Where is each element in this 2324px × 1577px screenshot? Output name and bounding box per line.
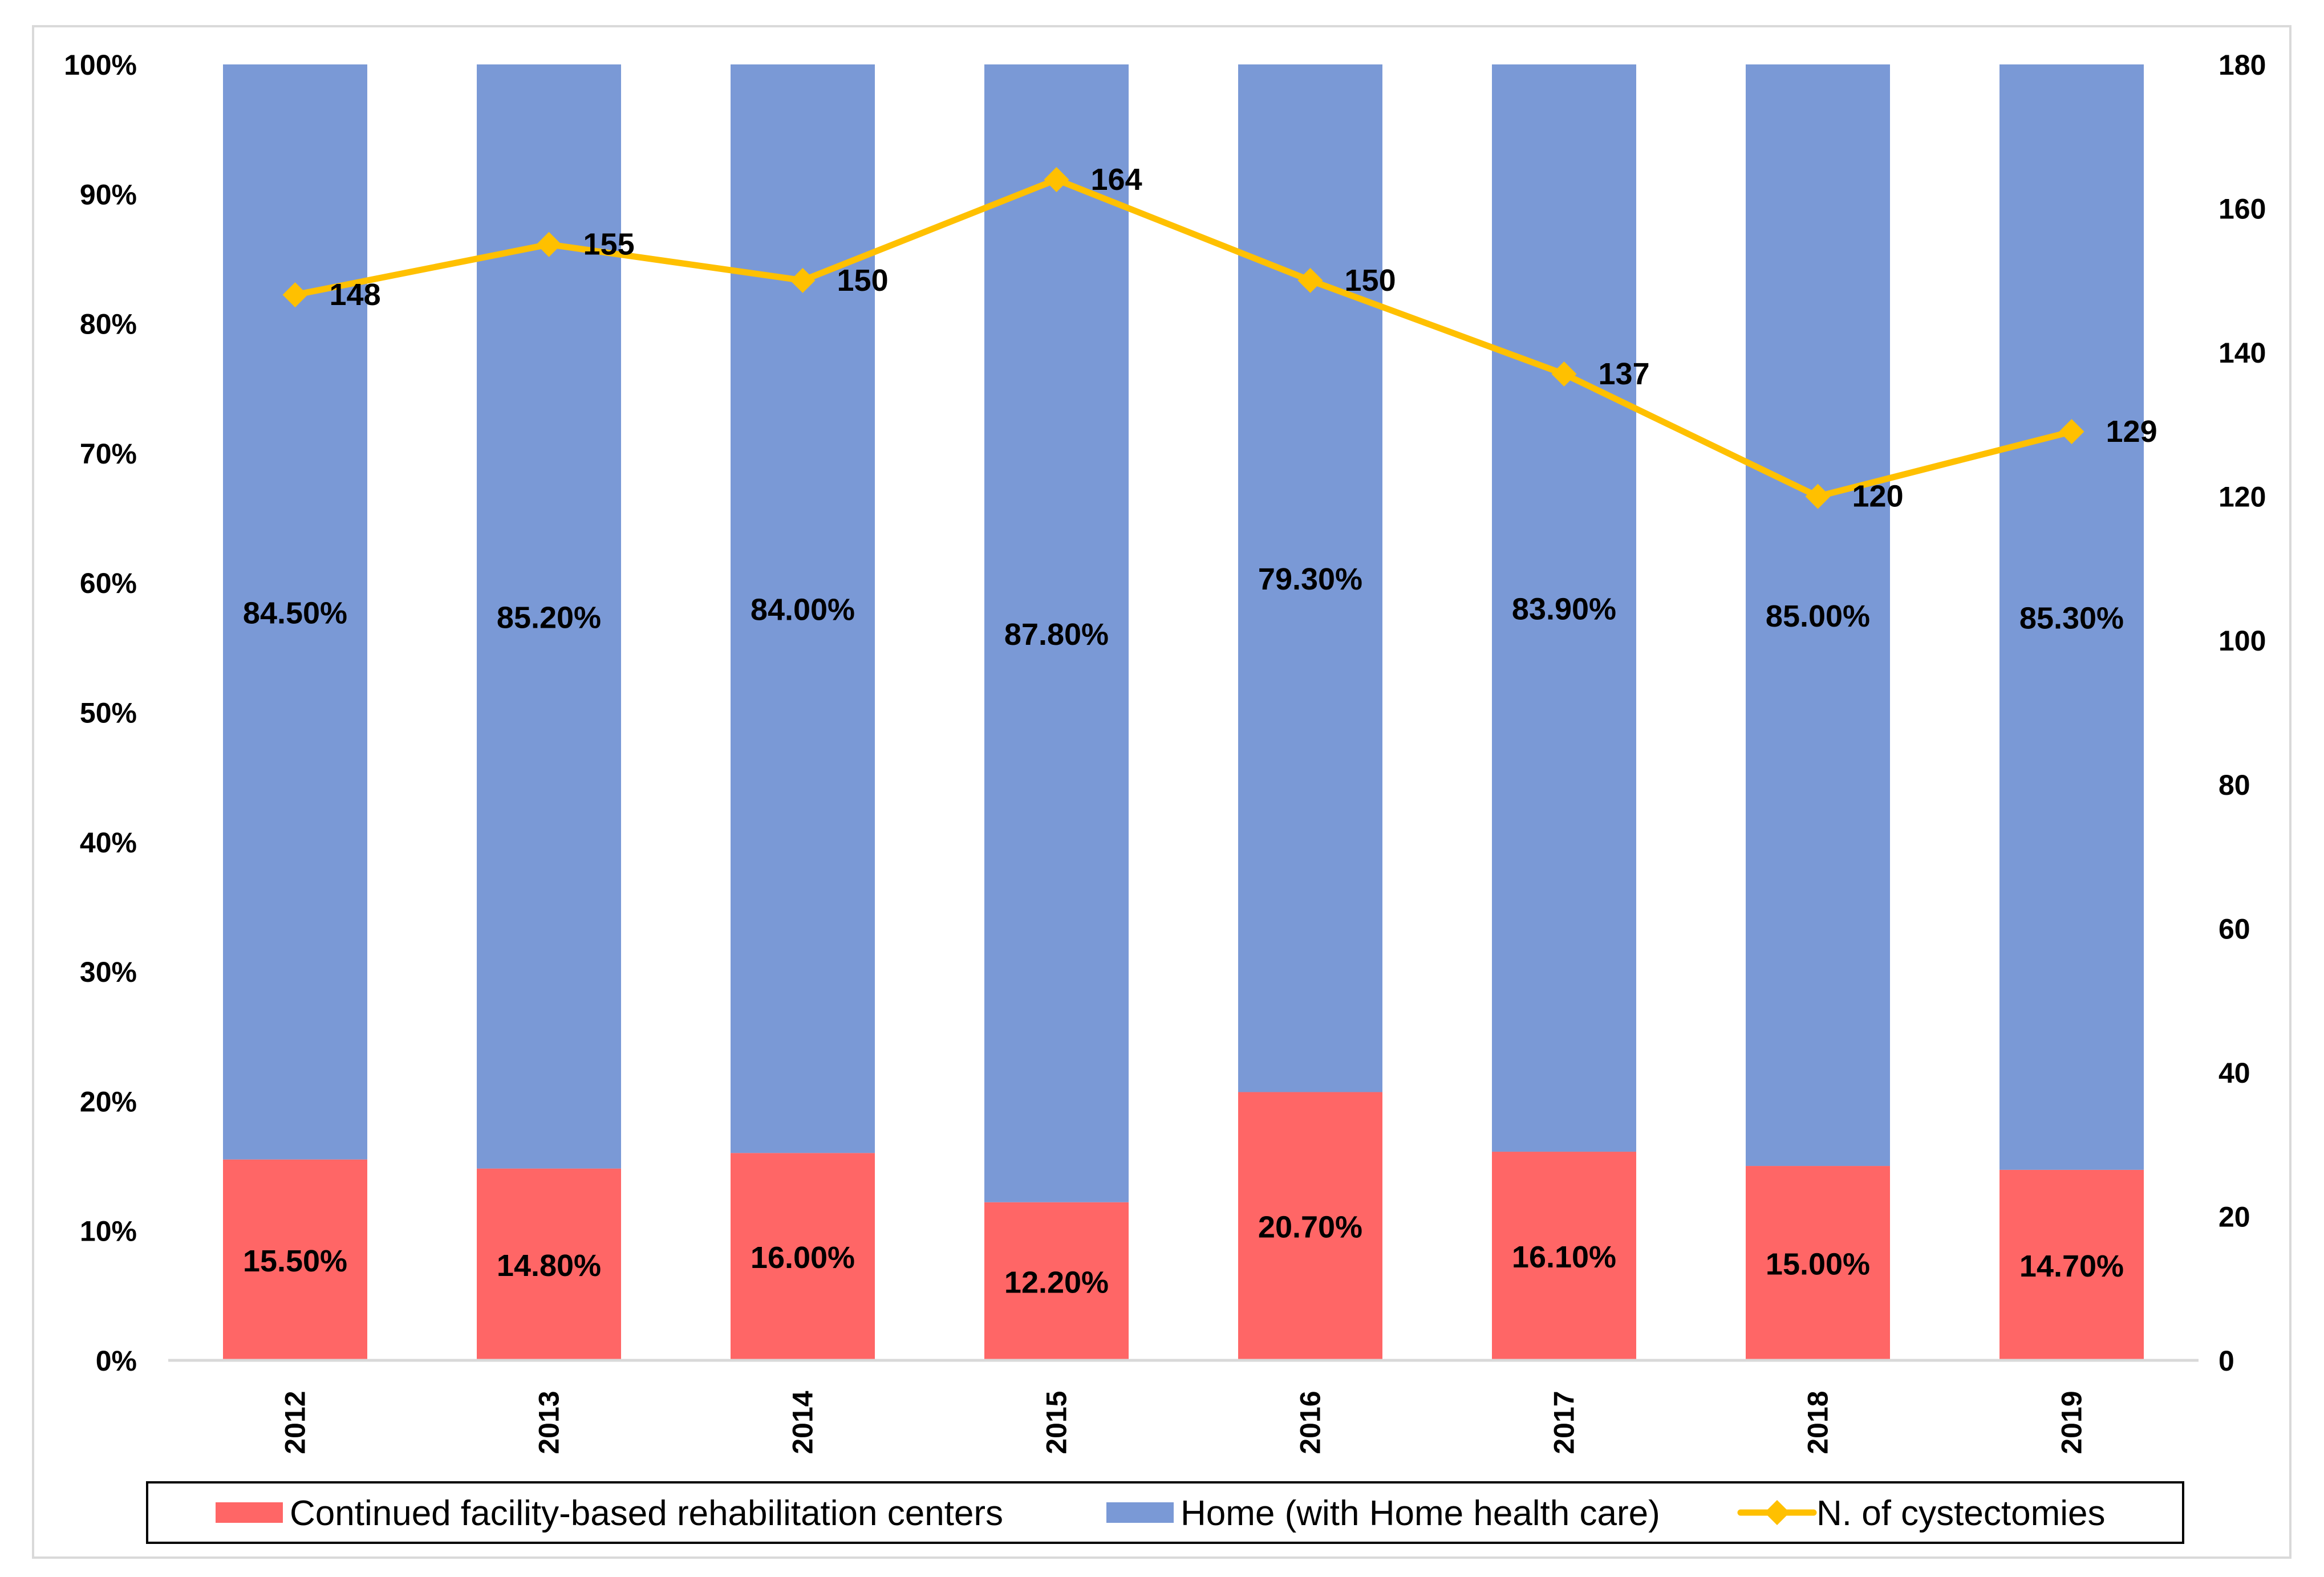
bar-rehab-segment	[1238, 1092, 1382, 1360]
legend-swatch-cystectomies-marker	[1765, 1500, 1790, 1525]
cystectomies-data-label: 155	[583, 227, 635, 262]
cystectomies-point	[282, 282, 308, 308]
cystectomies-point	[2059, 419, 2084, 445]
left-axis-tick-label: 30%	[80, 956, 137, 988]
bar-rehab-data-label: 16.10%	[1512, 1240, 1616, 1274]
bar-rehab-data-label: 20.70%	[1258, 1210, 1362, 1245]
bar-home-data-label: 84.50%	[243, 596, 347, 630]
bar-home-segment	[223, 64, 367, 1160]
bar-rehab-segment	[1746, 1166, 1890, 1360]
left-axis-tick-label: 20%	[80, 1086, 137, 1117]
bar-home-segment	[731, 64, 875, 1153]
right-axis-tick-label: 140	[2218, 337, 2266, 369]
bar-home-segment	[1238, 64, 1382, 1092]
bar-home-data-label: 83.90%	[1512, 592, 1616, 627]
bar-rehab-data-label: 15.00%	[1766, 1247, 1870, 1282]
legend-label-rehab: Continued facility-based rehabilitation …	[290, 1494, 1003, 1533]
legend-swatch-rehab	[216, 1502, 283, 1523]
bar-rehab-segment	[1492, 1152, 1636, 1360]
left-axis-tick-label: 80%	[80, 308, 137, 340]
left-axis-tick-label: 100%	[64, 49, 137, 81]
cystectomies-data-label: 120	[1852, 479, 1904, 514]
cystectomies-point	[1805, 483, 1831, 509]
cystectomies-data-label: 148	[330, 278, 381, 312]
right-axis-tick-label: 60	[2218, 913, 2250, 945]
bar-home-segment	[984, 64, 1129, 1202]
x-axis-tick-label: 2019	[2056, 1391, 2088, 1454]
cystectomies-data-label: 129	[2106, 414, 2157, 449]
cystectomies-point	[790, 267, 816, 293]
bar-home-segment	[1999, 64, 2144, 1170]
left-axis-tick-label: 0%	[96, 1345, 137, 1377]
cystectomies-point	[1297, 267, 1323, 293]
legend-label-cystectomies: N. of cystectomies	[1816, 1494, 2105, 1533]
bar-home-segment	[1492, 64, 1636, 1152]
cystectomies-point	[536, 231, 562, 257]
bar-rehab-data-label: 14.70%	[2019, 1249, 2124, 1283]
bar-home-segment	[1746, 64, 1890, 1167]
x-axis-tick-label: 2018	[1802, 1391, 1834, 1454]
right-axis-tick-label: 0	[2218, 1345, 2234, 1377]
cystectomies-data-label: 164	[1091, 162, 1142, 197]
cystectomies-line	[292, 176, 2075, 500]
bar-home-data-label: 79.30%	[1258, 562, 1362, 596]
bar-rehab-data-label: 15.50%	[243, 1244, 347, 1278]
left-axis-tick-label: 90%	[80, 178, 137, 210]
x-axis-tick-label: 2015	[1041, 1391, 1073, 1454]
bar-rehab-data-label: 12.20%	[1004, 1265, 1109, 1299]
legend-label-home: Home (with Home health care)	[1181, 1494, 1660, 1533]
left-axis-tick-label: 60%	[80, 567, 137, 599]
cystectomies-data-label: 150	[1345, 263, 1396, 298]
right-axis-tick-label: 40	[2218, 1057, 2250, 1089]
bar-home-data-label: 85.20%	[497, 600, 601, 635]
right-axis-tick-label: 120	[2218, 481, 2266, 513]
bar-rehab-segment	[223, 1159, 367, 1360]
right-axis-tick-label: 100	[2218, 625, 2266, 657]
x-axis-tick-label: 2013	[533, 1391, 565, 1454]
x-axis-tick-label: 2016	[1295, 1391, 1327, 1454]
cystectomies-point	[1044, 167, 1069, 193]
bar-home-data-label: 87.80%	[1004, 617, 1109, 652]
cystectomies-point	[1551, 361, 1577, 387]
cystectomies-data-label: 150	[837, 263, 889, 298]
bar-home-data-label: 85.00%	[1766, 599, 1870, 633]
bar-home-data-label: 84.00%	[751, 593, 855, 627]
bar-rehab-segment	[1999, 1169, 2144, 1360]
right-axis-tick-label: 80	[2218, 769, 2250, 801]
left-axis-tick-label: 50%	[80, 697, 137, 729]
left-axis-tick-label: 10%	[80, 1216, 137, 1247]
x-axis-tick-label: 2012	[279, 1391, 311, 1454]
bar-rehab-data-label: 16.00%	[751, 1241, 855, 1275]
x-axis-tick-label: 2017	[1548, 1391, 1580, 1454]
legend-swatch-home	[1106, 1502, 1174, 1523]
left-axis-tick-label: 70%	[80, 438, 137, 470]
right-axis-tick-label: 20	[2218, 1201, 2250, 1233]
bar-rehab-segment	[477, 1168, 621, 1360]
bar-rehab-data-label: 14.80%	[497, 1249, 601, 1283]
bar-rehab-segment	[984, 1202, 1129, 1360]
right-axis-tick-label: 160	[2218, 193, 2266, 225]
right-axis-tick-label: 180	[2218, 49, 2266, 81]
chart-frame	[32, 25, 2291, 1559]
cystectomies-data-label: 137	[1599, 357, 1650, 391]
bar-rehab-segment	[731, 1153, 875, 1360]
left-axis-tick-label: 40%	[80, 827, 137, 859]
x-axis-tick-label: 2014	[787, 1391, 819, 1454]
bar-home-data-label: 85.30%	[2019, 601, 2124, 635]
